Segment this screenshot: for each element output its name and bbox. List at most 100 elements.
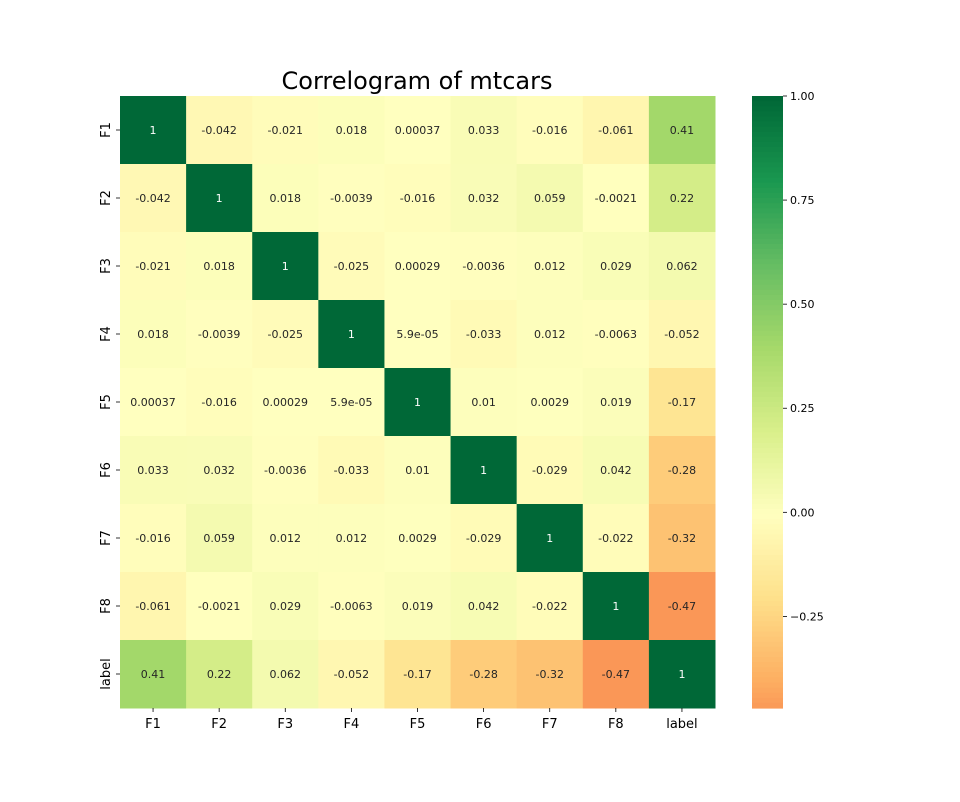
cell-value-label: 0.01 bbox=[405, 464, 430, 477]
heatmap-cell bbox=[582, 368, 650, 437]
heatmap-cell bbox=[120, 96, 187, 165]
colorbar-strip bbox=[752, 274, 783, 281]
cell-value-label: 0.059 bbox=[534, 192, 566, 205]
colorbar-strip bbox=[752, 468, 783, 474]
colorbar-strip bbox=[752, 560, 783, 566]
colorbar-strip bbox=[752, 208, 783, 214]
colorbar-strip bbox=[752, 453, 783, 459]
x-tick-label: F4 bbox=[344, 717, 360, 732]
colorbar-strip bbox=[752, 417, 783, 423]
cell-value-label: -0.016 bbox=[532, 124, 567, 137]
cell-value-label: -0.47 bbox=[668, 600, 696, 613]
colorbar-strip bbox=[752, 335, 783, 342]
cell-value-label: 0.012 bbox=[336, 532, 368, 545]
heatmap-cell bbox=[120, 300, 187, 369]
colorbar-strip bbox=[752, 198, 783, 204]
colorbar-strip bbox=[752, 672, 783, 678]
y-tick-label: F5 bbox=[99, 394, 114, 410]
cell-value-label: -0.17 bbox=[403, 668, 431, 681]
colorbar-strip bbox=[752, 330, 783, 337]
colorbar-strip bbox=[752, 611, 783, 617]
colorbar-strip bbox=[752, 519, 783, 525]
colorbar-strip bbox=[752, 177, 783, 184]
cell-value-label: 0.029 bbox=[270, 600, 302, 613]
colorbar-strip bbox=[752, 259, 783, 265]
colorbar-strip bbox=[752, 141, 783, 148]
heatmap-cell bbox=[516, 640, 584, 709]
cell-value-label: -0.022 bbox=[532, 600, 567, 613]
colorbar-strip bbox=[752, 391, 783, 398]
heatmap-cell bbox=[648, 572, 716, 641]
heatmap-cell bbox=[186, 368, 253, 437]
cell-value-label: 0.019 bbox=[600, 396, 632, 409]
colorbar-strip bbox=[752, 136, 783, 143]
colorbar-strip bbox=[752, 463, 783, 469]
colorbar-strip bbox=[752, 458, 783, 464]
y-tick-label: F8 bbox=[99, 598, 114, 614]
colorbar-strip bbox=[752, 662, 783, 668]
cell-value-label: -0.32 bbox=[535, 668, 563, 681]
cell-value-label: -0.28 bbox=[668, 464, 696, 477]
x-tick-label: F2 bbox=[211, 717, 227, 732]
cell-value-label: 0.22 bbox=[207, 668, 232, 681]
colorbar-strip bbox=[752, 641, 783, 648]
colorbar-strip bbox=[752, 300, 783, 306]
cell-value-label: 1 bbox=[480, 464, 487, 477]
cell-value-label: -0.033 bbox=[334, 464, 369, 477]
colorbar-strip bbox=[752, 284, 783, 291]
colorbar-strip bbox=[752, 544, 783, 551]
colorbar-tick-label: −0.25 bbox=[790, 610, 824, 623]
cell-value-label: 1 bbox=[612, 600, 619, 613]
heatmap-cell bbox=[450, 232, 518, 301]
colorbar-strip bbox=[752, 432, 783, 439]
colorbar-strip bbox=[752, 96, 783, 102]
colorbar-strip bbox=[752, 356, 783, 362]
cell-value-label: 0.01 bbox=[471, 396, 496, 409]
colorbar-strip bbox=[752, 488, 783, 495]
colorbar-strip bbox=[752, 412, 783, 418]
colorbar-strip bbox=[752, 264, 783, 270]
heatmap-cell bbox=[384, 232, 452, 301]
cell-value-label: 0.00037 bbox=[130, 396, 176, 409]
heatmap-cell bbox=[450, 164, 518, 233]
heatmap-cells bbox=[120, 96, 716, 709]
colorbar-strip bbox=[752, 101, 783, 107]
colorbar-strip bbox=[752, 361, 783, 367]
cell-value-label: -0.0039 bbox=[330, 192, 372, 205]
cell-value-label: -0.28 bbox=[469, 668, 497, 681]
colorbar-strip bbox=[752, 498, 783, 505]
colorbar-strip bbox=[752, 534, 783, 541]
heatmap-cell bbox=[516, 164, 584, 233]
colorbar-strip bbox=[752, 269, 783, 276]
colorbar-strip bbox=[752, 386, 783, 393]
cell-value-label: 0.00029 bbox=[263, 396, 309, 409]
colorbar-strip bbox=[752, 371, 783, 378]
colorbar-strip bbox=[752, 626, 783, 633]
heatmap-cell bbox=[186, 300, 253, 369]
y-tick-label: F3 bbox=[99, 258, 114, 274]
heatmap-cell bbox=[384, 368, 452, 437]
heatmap-cell bbox=[120, 368, 187, 437]
heatmap-cell bbox=[318, 164, 385, 233]
colorbar-strip bbox=[752, 238, 783, 245]
cell-value-label: -0.0063 bbox=[595, 328, 637, 341]
cell-value-label: -0.0021 bbox=[595, 192, 637, 205]
heatmap-cell bbox=[318, 232, 385, 301]
colorbar-strip bbox=[752, 447, 783, 454]
heatmap-cell bbox=[582, 96, 650, 165]
cell-value-label: 1 bbox=[414, 396, 421, 409]
colorbar-strip bbox=[752, 121, 783, 128]
heatmap-cell bbox=[186, 96, 253, 165]
colorbar-strip bbox=[752, 233, 783, 240]
heatmap-cell bbox=[252, 368, 319, 437]
heatmap-cell bbox=[516, 436, 584, 505]
colorbar-strip bbox=[752, 152, 783, 158]
cell-value-label: 0.032 bbox=[468, 192, 500, 205]
colorbar-strip bbox=[752, 555, 783, 561]
cell-value-label: -0.0036 bbox=[264, 464, 306, 477]
cell-value-label: -0.052 bbox=[664, 328, 699, 341]
colorbar-strip bbox=[752, 687, 783, 694]
colorbar-strip bbox=[752, 427, 783, 434]
colorbar-strip bbox=[752, 147, 783, 153]
